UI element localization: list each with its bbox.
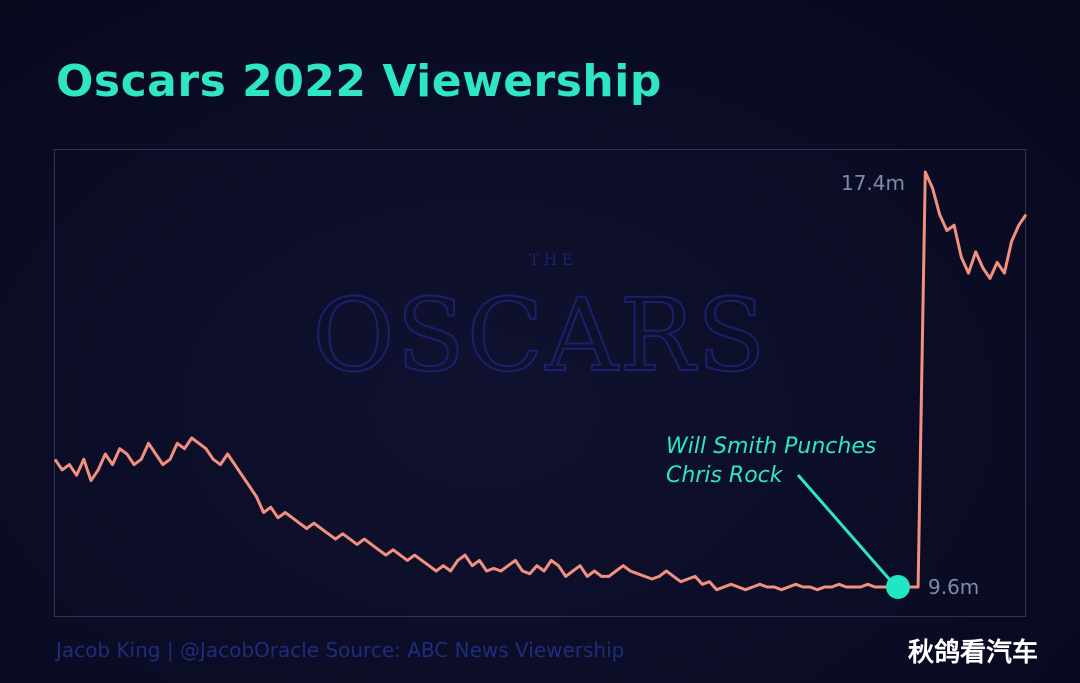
event-marker (886, 575, 910, 599)
oscars-logo-watermark: THE OSCARS (311, 250, 767, 395)
annotation-line-1: Will Smith Punches (666, 434, 876, 459)
series-layer (53, 170, 1028, 592)
logo-oscars-text: OSCARS (312, 277, 767, 394)
logo-the-text: THE (529, 250, 577, 269)
peak-value-label: 17.4m (841, 171, 905, 195)
footer-credit: Jacob King | @JacobOracle Source: ABC Ne… (56, 638, 625, 662)
annotation-leader-line (796, 474, 892, 581)
viewership-series-line (53, 170, 1028, 592)
low-value-label: 9.6m (928, 575, 979, 599)
watermark-text: 秋鸽看汽车 (908, 638, 1039, 668)
annotation-line-2: Chris Rock (666, 463, 784, 488)
chart-frame (54, 149, 1026, 617)
chart-title: Oscars 2022 Viewership (56, 56, 662, 107)
